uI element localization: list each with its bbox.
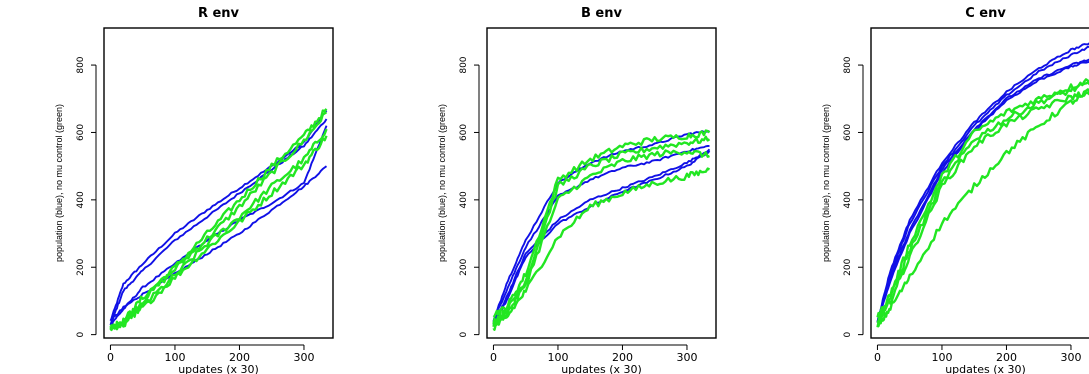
- x-axis: 0 100 200 300: [490, 344, 697, 364]
- x-tick-label: 0: [490, 351, 497, 364]
- x-tick-label: 100: [547, 351, 568, 364]
- series-line-blue-2: [492, 144, 710, 323]
- x-axis-label: updates (x 30): [178, 363, 259, 374]
- series-line-green-5: [876, 78, 1089, 318]
- y-axis: 0 200 400 600 800: [843, 56, 864, 337]
- series-line-blue-2: [876, 45, 1089, 323]
- x-tick-label: 200: [612, 351, 633, 364]
- plot-frame: [103, 27, 334, 339]
- x-tick-label: 300: [1060, 351, 1081, 364]
- y-tick-label: 600: [843, 124, 853, 141]
- x-tick-label: 0: [874, 351, 881, 364]
- series-line-blue-1: [109, 110, 328, 322]
- y-tick-label: 400: [459, 191, 469, 208]
- x-axis-label: updates (x 30): [561, 363, 642, 374]
- x-tick-label: 300: [293, 351, 314, 364]
- plot-frame: [870, 27, 1089, 339]
- x-tick-label: 200: [996, 351, 1017, 364]
- y-tick-label: 0: [76, 331, 86, 337]
- chart-title: B env: [581, 6, 623, 21]
- y-tick-label: 0: [843, 331, 853, 337]
- plot-frame: [486, 27, 717, 339]
- series-line-green-7: [109, 128, 328, 332]
- series-line-blue-1: [876, 42, 1089, 323]
- series-line-green-8: [877, 91, 1089, 328]
- chart-title: C env: [965, 6, 1006, 21]
- y-axis-label: population (blue), no mu control (green): [821, 104, 831, 262]
- y-tick-label: 200: [843, 258, 853, 275]
- x-axis: 0 100 200 300: [107, 344, 314, 364]
- series-line-green-5: [492, 129, 711, 318]
- series-line-green-7: [492, 149, 710, 328]
- x-axis: 0 100 200 300: [874, 344, 1081, 364]
- x-tick-label: 100: [931, 351, 952, 364]
- y-axis: 0 200 400 600 800: [76, 56, 97, 337]
- x-tick-label: 100: [164, 351, 185, 364]
- series-line-green-8: [492, 167, 711, 331]
- series-line-green-7: [876, 88, 1089, 328]
- y-tick-label: 400: [76, 191, 86, 208]
- y-tick-label: 0: [459, 331, 469, 337]
- x-tick-label: 0: [107, 351, 114, 364]
- y-tick-label: 600: [459, 124, 469, 141]
- series-line-blue-3: [876, 58, 1089, 323]
- chart-panel-2: B env 0 100 200 300 updates (x 30) 0 200 400 600 8…: [437, 6, 717, 374]
- series-line-blue-4: [110, 165, 328, 322]
- y-tick-label: 200: [459, 258, 469, 275]
- y-tick-label: 800: [76, 56, 86, 73]
- y-tick-label: 400: [843, 191, 853, 208]
- chart-panel-1: R env 0 100 200 300 updates (x 30) 0 200 400 600 8…: [54, 6, 334, 374]
- y-tick-label: 200: [76, 258, 86, 275]
- x-tick-label: 200: [229, 351, 250, 364]
- chart-panel-3: C env 0 100 200 300 updates (x 30) 0 200 400 600 8…: [821, 6, 1089, 374]
- x-tick-label: 300: [676, 351, 697, 364]
- y-tick-label: 800: [459, 56, 469, 73]
- series-line-blue-3: [110, 125, 328, 326]
- y-tick-label: 600: [76, 124, 86, 141]
- x-axis-label: updates (x 30): [945, 363, 1026, 374]
- y-axis-label: population (blue), no mu control (green): [54, 104, 64, 262]
- y-tick-label: 800: [843, 56, 853, 73]
- series-line-green-6: [492, 135, 711, 325]
- series-line-green-5: [109, 108, 328, 331]
- y-axis-label: population (blue), no mu control (green): [437, 104, 447, 262]
- y-axis: 0 200 400 600 800: [459, 56, 480, 337]
- series-line-green-8: [109, 135, 328, 331]
- chart-title: R env: [198, 6, 240, 21]
